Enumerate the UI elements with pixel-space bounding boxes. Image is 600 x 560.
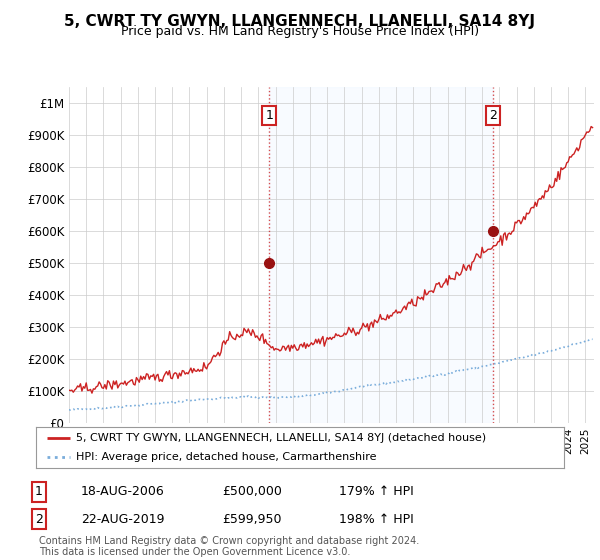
- Text: 179% ↑ HPI: 179% ↑ HPI: [339, 485, 414, 498]
- Text: 5, CWRT TY GWYN, LLANGENNECH, LLANELLI, SA14 8YJ (detached house): 5, CWRT TY GWYN, LLANGENNECH, LLANELLI, …: [76, 433, 486, 443]
- Text: Price paid vs. HM Land Registry's House Price Index (HPI): Price paid vs. HM Land Registry's House …: [121, 25, 479, 38]
- Text: 5, CWRT TY GWYN, LLANGENNECH, LLANELLI, SA14 8YJ: 5, CWRT TY GWYN, LLANGENNECH, LLANELLI, …: [65, 14, 536, 29]
- Text: 18-AUG-2006: 18-AUG-2006: [81, 485, 165, 498]
- Bar: [269, 87, 493, 423]
- Text: Contains HM Land Registry data © Crown copyright and database right 2024.
This d: Contains HM Land Registry data © Crown c…: [39, 535, 419, 557]
- Text: 2: 2: [35, 512, 43, 526]
- Text: 2: 2: [489, 109, 497, 122]
- Text: 1: 1: [265, 109, 273, 122]
- Text: HPI: Average price, detached house, Carmarthenshire: HPI: Average price, detached house, Carm…: [76, 452, 376, 461]
- Text: 22-AUG-2019: 22-AUG-2019: [81, 512, 164, 526]
- Text: £500,000: £500,000: [222, 485, 282, 498]
- Text: £599,950: £599,950: [222, 512, 281, 526]
- Text: 198% ↑ HPI: 198% ↑ HPI: [339, 512, 414, 526]
- Text: 1: 1: [35, 485, 43, 498]
